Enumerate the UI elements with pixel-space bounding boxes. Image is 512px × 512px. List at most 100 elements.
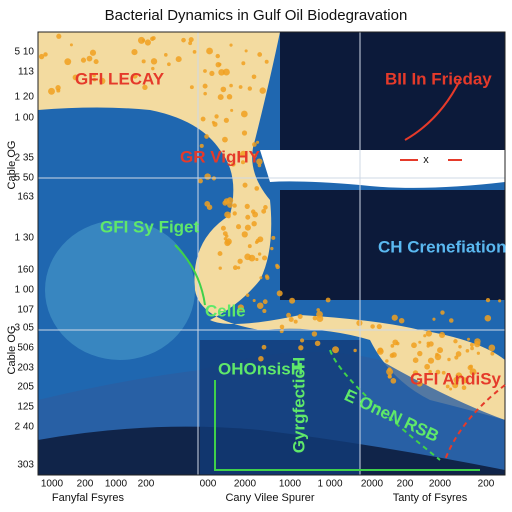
oil-dots — [38, 33, 502, 391]
oil-dot — [232, 203, 237, 208]
oil-dot — [417, 350, 423, 357]
x-tick-label: 1000 — [279, 479, 302, 490]
oil-dot — [211, 120, 215, 124]
oil-dot — [311, 331, 318, 337]
y-tick-label: 2 35 — [15, 153, 35, 164]
oil-dot — [252, 298, 256, 303]
oil-dot — [93, 59, 99, 65]
oil-dot — [245, 214, 251, 220]
oil-dot — [288, 317, 294, 323]
oil-dot — [353, 348, 357, 353]
label: CH Crenefiation — [378, 237, 506, 256]
oil-dot — [244, 203, 250, 209]
oil-dot — [188, 37, 194, 43]
oil-dot — [312, 315, 318, 321]
oil-dot — [461, 377, 468, 384]
label: GFI Sy Figet — [100, 217, 200, 236]
x-tick-label: 200 — [138, 479, 155, 490]
oil-dot — [200, 116, 206, 122]
oil-dot — [72, 74, 79, 81]
oil-dot — [261, 208, 267, 214]
oil-dot — [376, 323, 382, 330]
y-tick-label: 1 30 — [15, 233, 35, 244]
oil-dot — [316, 308, 321, 312]
oil-dot — [257, 236, 264, 243]
oil-dot — [229, 43, 233, 47]
oil-dot — [271, 235, 276, 240]
arrow — [329, 349, 441, 461]
oil-dot — [252, 211, 259, 218]
oil-dot — [64, 58, 72, 66]
oil-dot — [435, 369, 441, 375]
oil-dot — [276, 290, 283, 297]
oil-dot — [256, 302, 264, 309]
oil-dot — [226, 197, 234, 204]
oil-dot — [202, 83, 208, 89]
oil-dot — [181, 37, 186, 43]
oil-dot — [264, 59, 269, 64]
oil-dot — [247, 244, 252, 249]
oil-dot — [217, 94, 224, 101]
oil-dot — [231, 162, 236, 167]
oil-dot — [452, 382, 459, 389]
oil-dot — [226, 214, 231, 219]
y-tick-label: 113 — [18, 67, 34, 78]
oil-dot — [92, 77, 97, 82]
oil-dot — [316, 315, 324, 323]
oil-dot — [98, 77, 106, 85]
oil-dot — [192, 50, 197, 54]
oil-dot — [275, 263, 279, 268]
oil-dot — [241, 231, 248, 238]
oil-dot — [485, 297, 491, 303]
oil-dot — [264, 274, 269, 279]
oil-dot — [488, 344, 496, 352]
label: GyrgfecticH — [289, 357, 308, 453]
x-tick-label: 1000 — [105, 479, 128, 490]
oil-dot — [131, 49, 138, 56]
oil-dot — [423, 334, 427, 338]
oil-dot — [240, 110, 248, 118]
oil-dot — [386, 368, 394, 376]
label: Celle — [205, 301, 246, 320]
oil-dot — [263, 205, 268, 210]
oil-dot — [498, 299, 502, 303]
oil-dot — [447, 357, 451, 362]
label: GFI LECAY — [75, 69, 165, 88]
y-tick-label: 205 — [17, 382, 34, 393]
oil-dot — [189, 85, 194, 90]
oil-dot — [48, 87, 55, 95]
x-tick-label: 200 — [397, 479, 414, 490]
oil-dot — [220, 86, 227, 93]
oil-dot — [218, 62, 222, 67]
arrow — [404, 79, 461, 141]
oil-dot — [257, 252, 262, 256]
oil-dot — [238, 85, 243, 89]
x-tick-label: 2000 — [234, 479, 257, 490]
oil-dot — [469, 368, 477, 376]
oil-dot — [440, 310, 445, 315]
oil-dot — [236, 266, 241, 270]
y-tick-label: 125 — [17, 402, 34, 413]
oil-dot — [218, 266, 222, 270]
oil-dot — [418, 340, 422, 344]
oil-dot — [252, 142, 257, 147]
oil-dot — [426, 341, 431, 346]
label: GR VigHY — [180, 147, 261, 166]
oil-dot — [262, 299, 268, 305]
oil-dot — [43, 52, 48, 57]
oil-dot — [259, 87, 266, 94]
oil-dot — [240, 150, 247, 158]
oil-dot — [151, 66, 155, 71]
oil-dot — [356, 319, 363, 327]
oil-dot — [244, 49, 248, 53]
oil-dot — [204, 134, 209, 139]
label: GFI AndiSy — [410, 369, 502, 388]
oil-dot — [150, 36, 155, 42]
oil-dot — [424, 363, 430, 370]
oil-dot — [206, 204, 213, 210]
oil-dot — [416, 380, 423, 387]
oil-dot — [89, 49, 97, 56]
oil-dot — [441, 370, 446, 375]
oil-dot — [257, 163, 262, 168]
oil-dot — [279, 324, 285, 330]
